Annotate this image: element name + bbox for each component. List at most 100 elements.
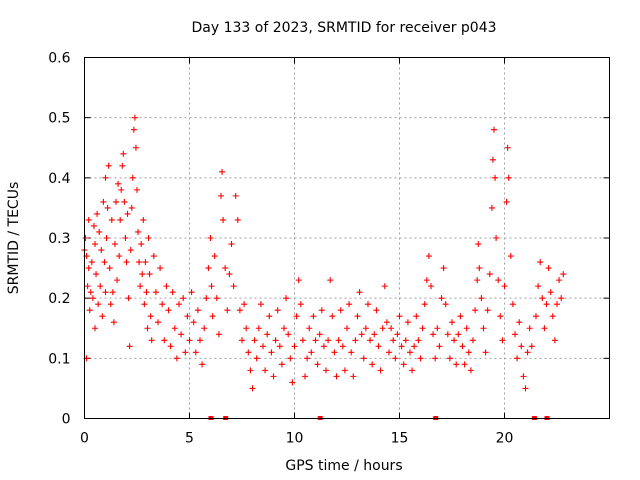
data-point (411, 343, 418, 350)
data-point (501, 283, 508, 290)
data-point (260, 343, 266, 350)
data-point (392, 355, 399, 362)
data-point (291, 343, 298, 350)
data-point (268, 349, 275, 356)
data-point (369, 361, 376, 368)
data-point (337, 307, 344, 314)
data-point (440, 265, 447, 272)
data-point (371, 331, 378, 338)
data-point (554, 301, 560, 308)
data-point (157, 265, 164, 272)
data-point (358, 331, 365, 338)
data-point (287, 355, 294, 362)
data-point (295, 277, 302, 284)
data-point (281, 325, 287, 332)
data-point (218, 192, 224, 199)
data-point (499, 337, 506, 344)
data-point (504, 144, 511, 151)
data-point (407, 349, 413, 356)
data-point (453, 361, 460, 368)
data-point (293, 313, 300, 320)
data-point (465, 349, 472, 356)
data-point (182, 349, 189, 356)
data-point (524, 349, 531, 356)
data-point (125, 295, 132, 302)
data-point (350, 373, 357, 380)
x-tick-label: 5 (185, 431, 194, 447)
grid-layer (84, 57, 610, 419)
data-point (428, 283, 434, 290)
data-point (505, 174, 512, 181)
data-point (537, 259, 544, 266)
data-point (373, 307, 380, 314)
data-point (155, 319, 161, 326)
data-point (222, 265, 229, 272)
data-point (224, 307, 231, 314)
data-point (360, 355, 367, 362)
data-point (526, 325, 533, 332)
data-point (129, 174, 136, 181)
plot-frame (84, 57, 610, 419)
data-point (194, 307, 201, 314)
x-tick-label: 20 (496, 431, 514, 447)
data-point (94, 210, 101, 217)
data-point (128, 204, 135, 211)
data-point (145, 235, 152, 241)
data-point (150, 253, 157, 260)
data-point (335, 337, 342, 344)
data-point (247, 367, 254, 374)
data-point (522, 385, 529, 392)
data-point (134, 186, 140, 193)
data-point (143, 289, 150, 296)
data-point (144, 325, 151, 332)
data-point (436, 343, 443, 350)
data-point (463, 325, 470, 332)
data-point (165, 307, 172, 314)
data-point (283, 295, 290, 302)
data-point (119, 162, 126, 169)
data-point (98, 247, 105, 254)
data-point (276, 343, 283, 350)
data-point (467, 367, 474, 374)
data-point (312, 337, 319, 344)
data-point (417, 355, 424, 362)
data-point (327, 277, 334, 284)
data-point (239, 337, 245, 344)
data-point (140, 216, 147, 223)
data-point (415, 337, 422, 344)
data-point (333, 373, 340, 380)
data-point (341, 367, 348, 374)
x-tick-label: 10 (286, 431, 304, 447)
data-point (549, 313, 556, 320)
data-point (104, 204, 111, 211)
data-point (438, 295, 445, 302)
data-point (507, 253, 514, 260)
data-point (201, 325, 208, 332)
data-point (107, 301, 114, 308)
data-point (352, 337, 359, 344)
data-point (497, 313, 504, 320)
data-point (146, 271, 153, 278)
data-point (402, 337, 409, 344)
data-point (116, 253, 123, 260)
data-point (551, 337, 558, 344)
data-point (451, 337, 458, 344)
data-point (304, 355, 311, 362)
data-point (199, 361, 206, 368)
data-point (82, 235, 89, 241)
data-point (180, 295, 187, 302)
data-point (272, 337, 279, 344)
data-point (512, 331, 518, 338)
data-point (475, 241, 482, 248)
data-point (558, 295, 565, 302)
data-point (188, 289, 195, 296)
data-point (419, 325, 426, 332)
data-point (344, 325, 350, 332)
data-point (148, 337, 155, 344)
data-point (243, 325, 250, 332)
y-tick-label: 0.3 (48, 231, 70, 247)
data-point (409, 367, 416, 374)
data-point (102, 289, 109, 296)
data-point (367, 337, 374, 344)
data-point (383, 319, 390, 326)
